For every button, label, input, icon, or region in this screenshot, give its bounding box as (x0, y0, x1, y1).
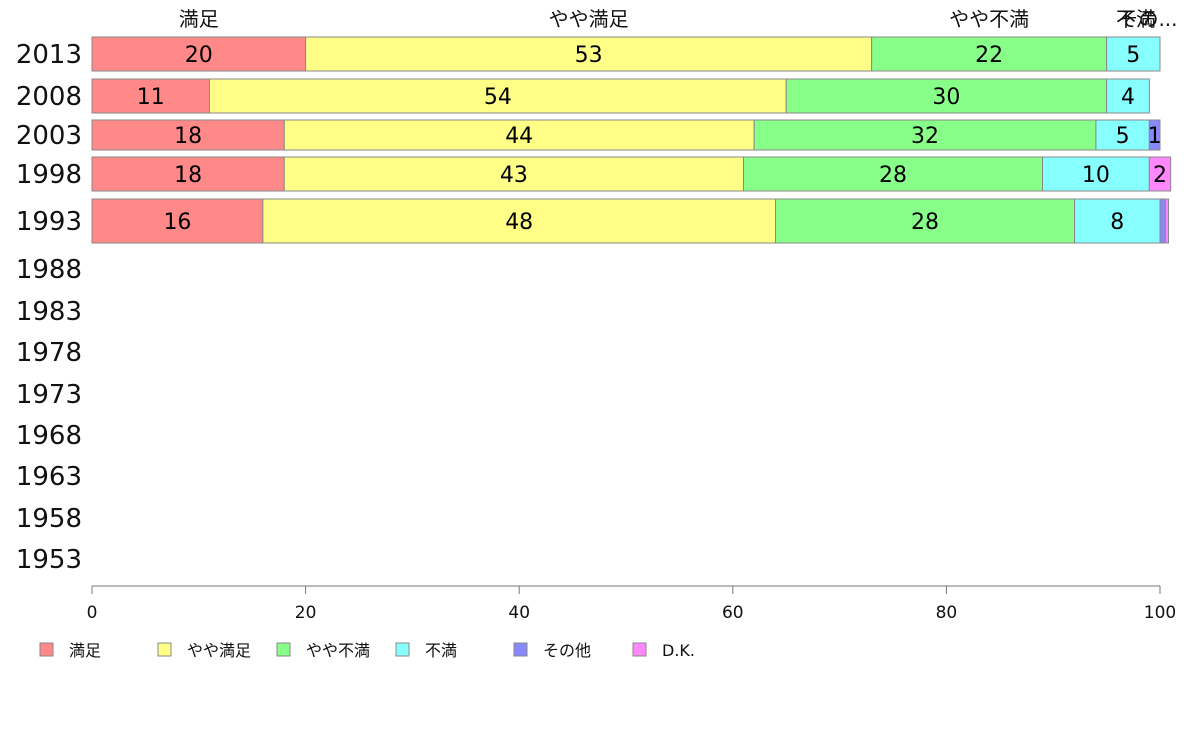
bar-segment-2008-0 (91, 78, 210, 114)
data-label-2013-3: 5 (1126, 43, 1140, 68)
year-label-1963: 1963 (16, 462, 82, 492)
legend-swatch-0 (39, 642, 54, 657)
top-series-label-1: やや満足 (549, 7, 629, 31)
data-label-1993-2: 28 (911, 210, 939, 235)
data-label-2008-1: 54 (484, 85, 512, 110)
data-label-2003-2: 32 (911, 124, 939, 149)
bar-segment-2003-4 (1148, 119, 1161, 151)
data-label-1993-1: 48 (505, 210, 533, 235)
legend-label-1: やや満足 (187, 641, 251, 660)
legend-swatch-1 (157, 642, 172, 657)
legend-swatch-5 (632, 642, 647, 657)
year-label-1968: 1968 (16, 421, 82, 451)
data-label-1998-0: 18 (174, 163, 202, 188)
bar-segment-2013-3 (1106, 36, 1161, 72)
legend-swatch-3 (395, 642, 410, 657)
bar-segment-2003-0 (91, 119, 285, 151)
data-label-2003-4: 1 (1148, 124, 1162, 149)
year-label-1998: 1998 (16, 160, 82, 190)
data-label-2003-0: 18 (174, 124, 202, 149)
data-label-2008-0: 11 (137, 85, 165, 110)
bar-segment-1998-1 (283, 156, 744, 192)
bar-segment-2013-1 (305, 36, 873, 72)
year-label-1993: 1993 (16, 207, 82, 237)
bar-segment-1993-1 (262, 198, 777, 244)
data-label-2003-1: 44 (505, 124, 533, 149)
bar-segment-1993-5 (1164, 198, 1170, 244)
x-tick-label-80: 80 (936, 603, 958, 623)
top-series-label-4: その... (1118, 7, 1177, 31)
x-tick-label-40: 40 (508, 603, 530, 623)
bar-segment-2003-1 (283, 119, 755, 151)
bar-segment-2003-3 (1095, 119, 1150, 151)
bar-segment-2013-2 (871, 36, 1108, 72)
bar-segment-1998-2 (742, 156, 1044, 192)
top-series-label-0: 満足 (179, 7, 219, 31)
year-label-1953: 1953 (16, 545, 82, 575)
legend-swatch-2 (276, 642, 291, 657)
year-label-1988: 1988 (16, 255, 82, 285)
x-tick-label-0: 0 (87, 603, 98, 623)
legend-label-2: やや不満 (306, 641, 370, 660)
year-label-1978: 1978 (16, 338, 82, 368)
legend-label-5: D.K. (662, 641, 695, 660)
bar-segment-1993-0 (91, 198, 264, 244)
bar-segment-2013-0 (91, 36, 307, 72)
top-series-label-3: 不満 (1116, 7, 1156, 31)
data-label-1993-0: 16 (163, 210, 191, 235)
year-label-1983: 1983 (16, 297, 82, 327)
x-tick-label-100: 100 (1144, 603, 1176, 623)
data-label-1998-5: 2 (1153, 163, 1167, 188)
year-label-2013: 2013 (16, 40, 82, 70)
data-label-2013-2: 22 (975, 43, 1003, 68)
data-label-1998-1: 43 (500, 163, 528, 188)
x-tick-label-20: 20 (295, 603, 317, 623)
bar-segment-2008-1 (208, 78, 787, 114)
bar-segment-1993-3 (1074, 198, 1161, 244)
data-label-2003-3: 5 (1116, 124, 1130, 149)
year-label-1958: 1958 (16, 504, 82, 534)
x-tick-label-60: 60 (722, 603, 744, 623)
bar-segment-2008-3 (1106, 78, 1150, 114)
bar-segment-1993-2 (775, 198, 1076, 244)
year-label-2003: 2003 (16, 121, 82, 151)
data-label-2008-3: 4 (1121, 85, 1135, 110)
bar-segment-1998-0 (91, 156, 285, 192)
data-label-1998-2: 28 (879, 163, 907, 188)
year-label-2008: 2008 (16, 82, 82, 112)
bar-segment-1993-4 (1159, 198, 1166, 244)
bar-segment-2008-2 (785, 78, 1108, 114)
top-series-label-2: やや不満 (949, 7, 1029, 31)
data-label-1993-3: 8 (1110, 210, 1124, 235)
bar-segment-1998-5 (1148, 156, 1172, 192)
data-label-2013-1: 53 (575, 43, 603, 68)
data-label-2008-2: 30 (932, 85, 960, 110)
legend-label-0: 満足 (69, 641, 101, 660)
legend-label-3: 不満 (425, 641, 457, 660)
legend-label-4: その他 (543, 641, 591, 660)
legend-swatch-4 (513, 642, 528, 657)
data-label-1998-3: 10 (1082, 163, 1110, 188)
year-label-1973: 1973 (16, 380, 82, 410)
data-label-2013-0: 20 (185, 43, 213, 68)
